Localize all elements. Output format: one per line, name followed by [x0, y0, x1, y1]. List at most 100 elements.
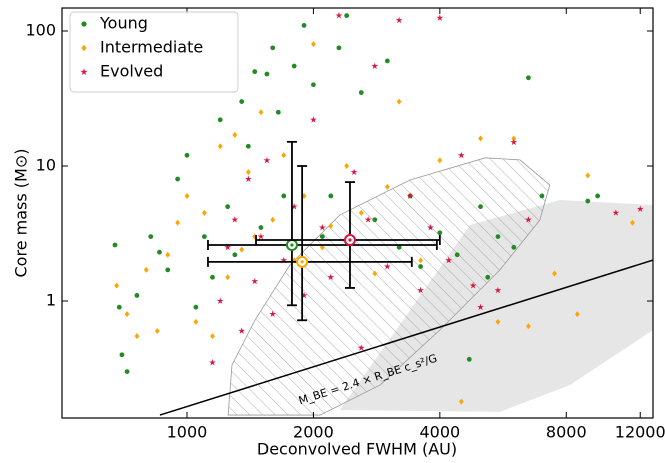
region-hatched [227, 157, 551, 416]
point [485, 274, 491, 280]
point [148, 234, 154, 239]
legend-label: Young [99, 14, 148, 33]
point [364, 216, 372, 223]
point [454, 252, 460, 258]
point [495, 318, 501, 325]
point [225, 274, 231, 281]
y-tick-label: 10 [36, 156, 56, 175]
point [119, 352, 125, 358]
point [526, 323, 531, 330]
point [238, 327, 246, 334]
legend-label: Evolved [100, 62, 163, 81]
y-axis-label: Core mass (M⊙) [12, 149, 31, 278]
error-center-dot [300, 260, 304, 264]
point [175, 176, 181, 182]
point [328, 222, 334, 229]
point [184, 192, 190, 199]
error-center-dot [290, 243, 294, 247]
point [269, 310, 277, 318]
point [252, 69, 258, 75]
point [193, 318, 199, 325]
point [216, 297, 224, 304]
point [495, 234, 501, 239]
y-tick-label: 1 [46, 291, 56, 310]
point [301, 192, 307, 199]
point [175, 219, 181, 226]
point [217, 117, 223, 123]
model-line [159, 259, 653, 416]
point [524, 216, 532, 223]
y-tick-label: 100 [25, 20, 56, 39]
point [311, 82, 316, 88]
point [245, 169, 251, 176]
points [112, 12, 644, 405]
point [143, 266, 149, 273]
point [395, 16, 403, 24]
point [612, 209, 620, 216]
point [210, 274, 215, 280]
regions [227, 157, 653, 416]
point [436, 14, 444, 21]
x-tick-label: 8000 [546, 423, 587, 442]
point [193, 304, 199, 310]
point [358, 90, 364, 95]
point [418, 257, 424, 264]
point [457, 151, 465, 159]
point [201, 209, 207, 216]
point [291, 63, 297, 69]
point [371, 62, 379, 69]
point [239, 246, 245, 253]
point [210, 333, 215, 340]
point [406, 192, 414, 199]
point [311, 41, 316, 48]
point [511, 244, 517, 250]
point [328, 193, 334, 199]
point [263, 156, 271, 164]
point [636, 205, 644, 212]
point [231, 216, 239, 223]
point [372, 217, 378, 223]
point [114, 282, 120, 289]
point [239, 99, 245, 104]
point [418, 264, 424, 269]
point [478, 204, 483, 210]
point [335, 12, 343, 19]
point [232, 131, 238, 138]
point [251, 277, 259, 285]
point [350, 168, 358, 176]
point [494, 286, 502, 294]
point [552, 270, 557, 277]
point [478, 135, 483, 142]
point [244, 175, 252, 182]
point [309, 116, 317, 123]
point [358, 209, 364, 216]
x-tick-label: 1000 [167, 423, 208, 442]
point [327, 273, 335, 281]
point [630, 219, 635, 226]
point [396, 244, 402, 250]
legend-box [69, 11, 239, 93]
x-axis-label: Deconvolved FWHM (AU) [257, 440, 457, 459]
axes: 1000 2000 4000 8000 12000 1 10 100 [25, 8, 665, 442]
plot-frame [61, 7, 654, 419]
point [81, 44, 87, 52]
point [469, 282, 477, 289]
legend-label: Intermediate [100, 38, 203, 57]
point [257, 233, 265, 240]
error-center-dot [348, 238, 352, 242]
point [124, 311, 130, 318]
point [270, 216, 276, 223]
point [281, 193, 287, 199]
point [357, 344, 365, 351]
point [165, 267, 171, 273]
point [217, 143, 223, 150]
point [116, 304, 122, 310]
point [427, 223, 434, 231]
point [184, 152, 190, 158]
point [526, 75, 531, 81]
point [80, 68, 88, 76]
point [134, 293, 140, 298]
point [134, 333, 140, 340]
point [477, 303, 484, 311]
